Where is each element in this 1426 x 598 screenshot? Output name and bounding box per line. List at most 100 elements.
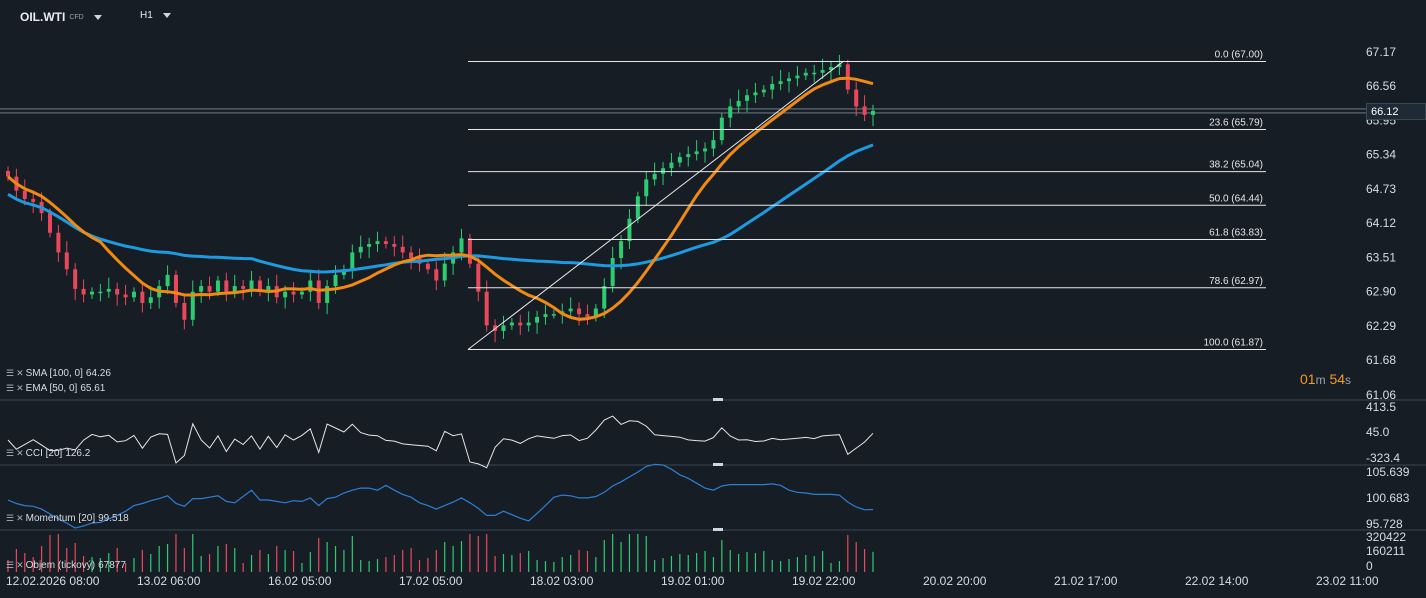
volume-bar	[645, 536, 647, 572]
momentum-legend[interactable]: ☰ ✕ Momentum [20] 99.518	[6, 513, 129, 524]
volume-bar	[805, 555, 807, 572]
candle-body	[719, 117, 724, 141]
fib-level-label: 61.8 (63.83)	[1209, 227, 1263, 238]
candle-body	[257, 280, 262, 292]
volume-bar	[628, 534, 631, 572]
volume-bar	[242, 563, 244, 572]
volume-bar	[108, 553, 110, 572]
volume-bar	[763, 551, 765, 572]
fib-level-label: 50.0 (64.44)	[1209, 193, 1263, 204]
sma-line	[7, 143, 874, 274]
volume-bar	[788, 559, 790, 572]
cci-legend[interactable]: ☰ ✕ CCI [20] 126.2	[6, 448, 90, 459]
candle-body	[367, 243, 372, 247]
volume-bar	[158, 546, 160, 572]
volume-bar	[301, 563, 303, 572]
volume-bar	[864, 549, 866, 572]
candle-body	[686, 154, 691, 157]
volume-bar	[780, 561, 782, 572]
candle-body	[140, 291, 145, 303]
candle-body	[610, 258, 615, 287]
volume-bar	[486, 534, 488, 572]
volume-bar	[435, 550, 437, 572]
countdown-seconds-unit: s	[1345, 373, 1352, 387]
settings-icon[interactable]: ☰	[6, 368, 14, 378]
volume-bar	[511, 555, 513, 572]
symbol-selector[interactable]: OIL.WTI CFD	[20, 10, 102, 24]
momentum-legend-label: Momentum [20]	[25, 513, 96, 524]
candle-body	[425, 263, 430, 270]
candle-body	[22, 190, 27, 200]
settings-icon[interactable]: ☰	[6, 448, 14, 458]
fib-level-label: 23.6 (65.79)	[1209, 117, 1263, 128]
candle-body	[736, 100, 741, 107]
chevron-down-icon[interactable]	[93, 14, 102, 20]
candle-body	[266, 286, 271, 292]
candle-body	[476, 263, 481, 292]
volume-legend-label: Objem (tickový)	[25, 560, 96, 571]
candle-body	[535, 316, 540, 323]
settings-icon[interactable]: ☰	[6, 513, 14, 523]
sma-legend[interactable]: ☰ ✕ SMA [100, 0] 64.26	[6, 368, 111, 379]
countdown-minutes: 01	[1300, 371, 1316, 387]
settings-icon[interactable]: ☰	[6, 560, 14, 570]
volume-bar	[452, 546, 454, 572]
volume-bar	[57, 534, 59, 572]
current-price-tag: 66.12	[1366, 103, 1426, 120]
candle-body	[703, 148, 708, 152]
volume-bar	[234, 548, 236, 572]
candle-body	[619, 241, 624, 259]
candle-body	[501, 325, 506, 332]
ema-legend[interactable]: ☰ ✕ EMA [50, 0] 65.61	[6, 383, 105, 394]
volume-bar	[217, 546, 219, 572]
cci-axis-label: -323.4	[1366, 451, 1400, 465]
time-axis-label: 20.02 20:00	[923, 574, 987, 588]
time-axis-label: 19.02 22:00	[792, 574, 856, 588]
volume-axis-label: 320422	[1366, 530, 1406, 544]
candle-body	[568, 308, 573, 312]
candle-body	[98, 291, 103, 294]
price-axis-label: 63.51	[1366, 250, 1396, 264]
close-icon[interactable]: ✕	[16, 513, 23, 523]
volume-bar	[729, 550, 731, 572]
volume-bar	[385, 557, 387, 572]
volume-bar	[620, 542, 622, 572]
volume-bar	[654, 560, 656, 572]
candle-body	[64, 252, 69, 270]
volume-bar	[427, 558, 429, 572]
candle-body	[224, 280, 229, 292]
timeframe-selector[interactable]: H1	[140, 10, 171, 21]
candle-body	[694, 151, 699, 155]
cci-legend-value: 126.2	[65, 448, 91, 459]
candle-body	[182, 302, 187, 320]
candle-body	[627, 218, 632, 242]
volume-bar	[24, 553, 26, 572]
pane-resize-handle	[713, 463, 723, 466]
close-icon[interactable]: ✕	[16, 560, 23, 570]
volume-bar	[326, 542, 328, 572]
close-icon[interactable]: ✕	[16, 448, 23, 458]
settings-icon[interactable]: ☰	[6, 383, 14, 393]
volume-legend[interactable]: ☰ ✕ Objem (tickový) 67877	[6, 560, 126, 571]
candle-body	[484, 291, 489, 326]
volume-bar	[133, 558, 135, 572]
volume-bar	[838, 561, 841, 572]
volume-bar	[250, 555, 253, 572]
candle-body	[131, 291, 136, 298]
close-icon[interactable]: ✕	[16, 368, 23, 378]
candle-body	[669, 162, 674, 169]
candle-body	[467, 238, 472, 264]
volume-bar	[822, 551, 824, 572]
volume-bar	[796, 557, 799, 572]
candle-body	[787, 78, 792, 82]
volume-bar	[595, 557, 597, 572]
volume-bar	[124, 563, 127, 572]
volume-bar	[150, 554, 152, 572]
close-icon[interactable]: ✕	[16, 383, 23, 393]
fib-level-label: 78.6 (62.97)	[1209, 276, 1263, 287]
volume-bar	[612, 534, 614, 572]
chevron-down-icon[interactable]	[162, 13, 171, 18]
volume-bar	[477, 536, 479, 572]
candle-body	[6, 171, 10, 177]
